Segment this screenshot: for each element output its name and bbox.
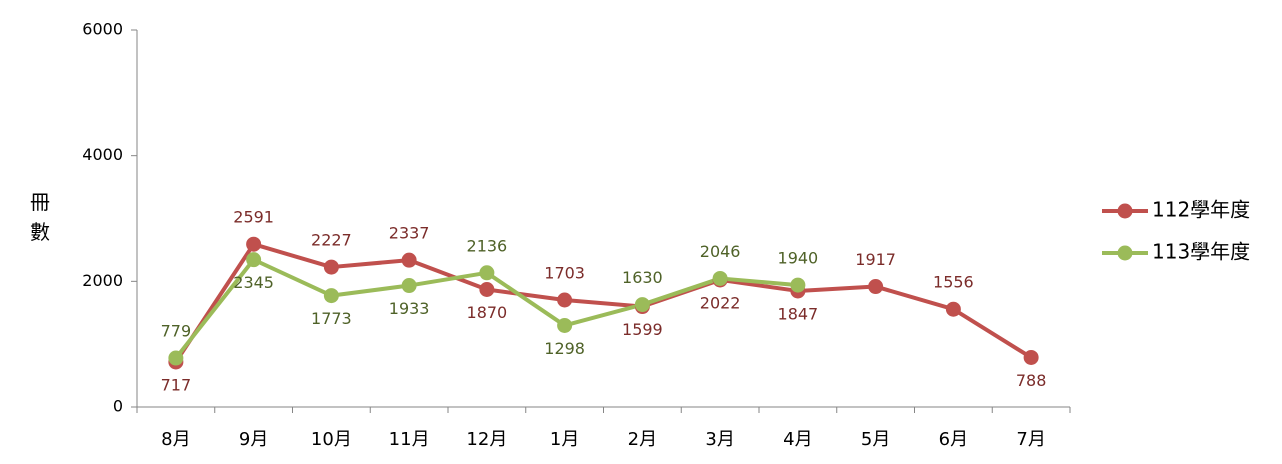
point — [945, 301, 961, 317]
x-tick-label: 8月 — [161, 429, 190, 450]
x-tick-label: 5月 — [861, 429, 890, 450]
y-tick-label: 2000 — [82, 271, 123, 290]
x-tick-label: 11月 — [389, 429, 430, 450]
data-label: 1870 — [467, 303, 508, 322]
point — [323, 288, 339, 304]
y-axis-label: 冊數 — [30, 190, 50, 244]
y-tick-label: 4000 — [82, 145, 123, 164]
data-label: 1773 — [311, 309, 352, 328]
x-tick-label: 7月 — [1016, 429, 1045, 450]
point — [712, 270, 728, 286]
data-label: 1599 — [622, 320, 663, 339]
data-label: 1933 — [389, 299, 430, 318]
data-label: 2136 — [467, 236, 508, 255]
data-label: 2345 — [233, 273, 274, 292]
x-tick-label: 4月 — [783, 429, 812, 450]
data-label: 788 — [1016, 371, 1047, 390]
point — [246, 252, 262, 268]
x-tick-label: 12月 — [466, 429, 507, 450]
point — [790, 277, 806, 293]
y-tick-label: 0 — [113, 397, 123, 416]
data-label: 717 — [161, 375, 192, 394]
data-label: 1847 — [778, 304, 819, 323]
data-label: 2046 — [700, 242, 741, 261]
data-label: 1298 — [544, 339, 585, 358]
legend-label: 112學年度 — [1152, 198, 1250, 222]
point — [1023, 349, 1039, 365]
data-label: 2337 — [389, 224, 430, 243]
legend-label: 113學年度 — [1152, 240, 1250, 264]
point — [168, 350, 184, 366]
x-tick-label: 9月 — [239, 429, 268, 450]
point — [401, 252, 417, 268]
point — [479, 282, 495, 298]
data-label: 2022 — [700, 293, 741, 312]
data-label: 1630 — [622, 268, 663, 287]
data-label: 2227 — [311, 231, 352, 250]
data-label: 2591 — [233, 208, 274, 227]
data-label: 1556 — [933, 273, 974, 292]
data-label: 779 — [161, 322, 192, 341]
data-label: 1917 — [855, 250, 896, 269]
x-tick-label: 2月 — [628, 429, 657, 450]
point — [246, 236, 262, 252]
x-tick-label: 10月 — [311, 429, 352, 450]
x-tick-label: 3月 — [705, 429, 734, 450]
legend-marker — [1117, 245, 1133, 261]
point — [557, 292, 573, 308]
x-tick-label: 6月 — [939, 429, 968, 450]
point — [401, 278, 417, 294]
point — [868, 279, 884, 295]
data-label: 1940 — [778, 249, 819, 268]
legend-marker — [1117, 203, 1133, 219]
point — [634, 297, 650, 313]
point — [557, 317, 573, 333]
x-tick-label: 1月 — [550, 429, 579, 450]
series-line — [174, 242, 1033, 364]
data-label: 1703 — [544, 263, 585, 282]
point — [479, 265, 495, 281]
y-tick-label: 6000 — [82, 20, 123, 39]
point — [323, 259, 339, 275]
